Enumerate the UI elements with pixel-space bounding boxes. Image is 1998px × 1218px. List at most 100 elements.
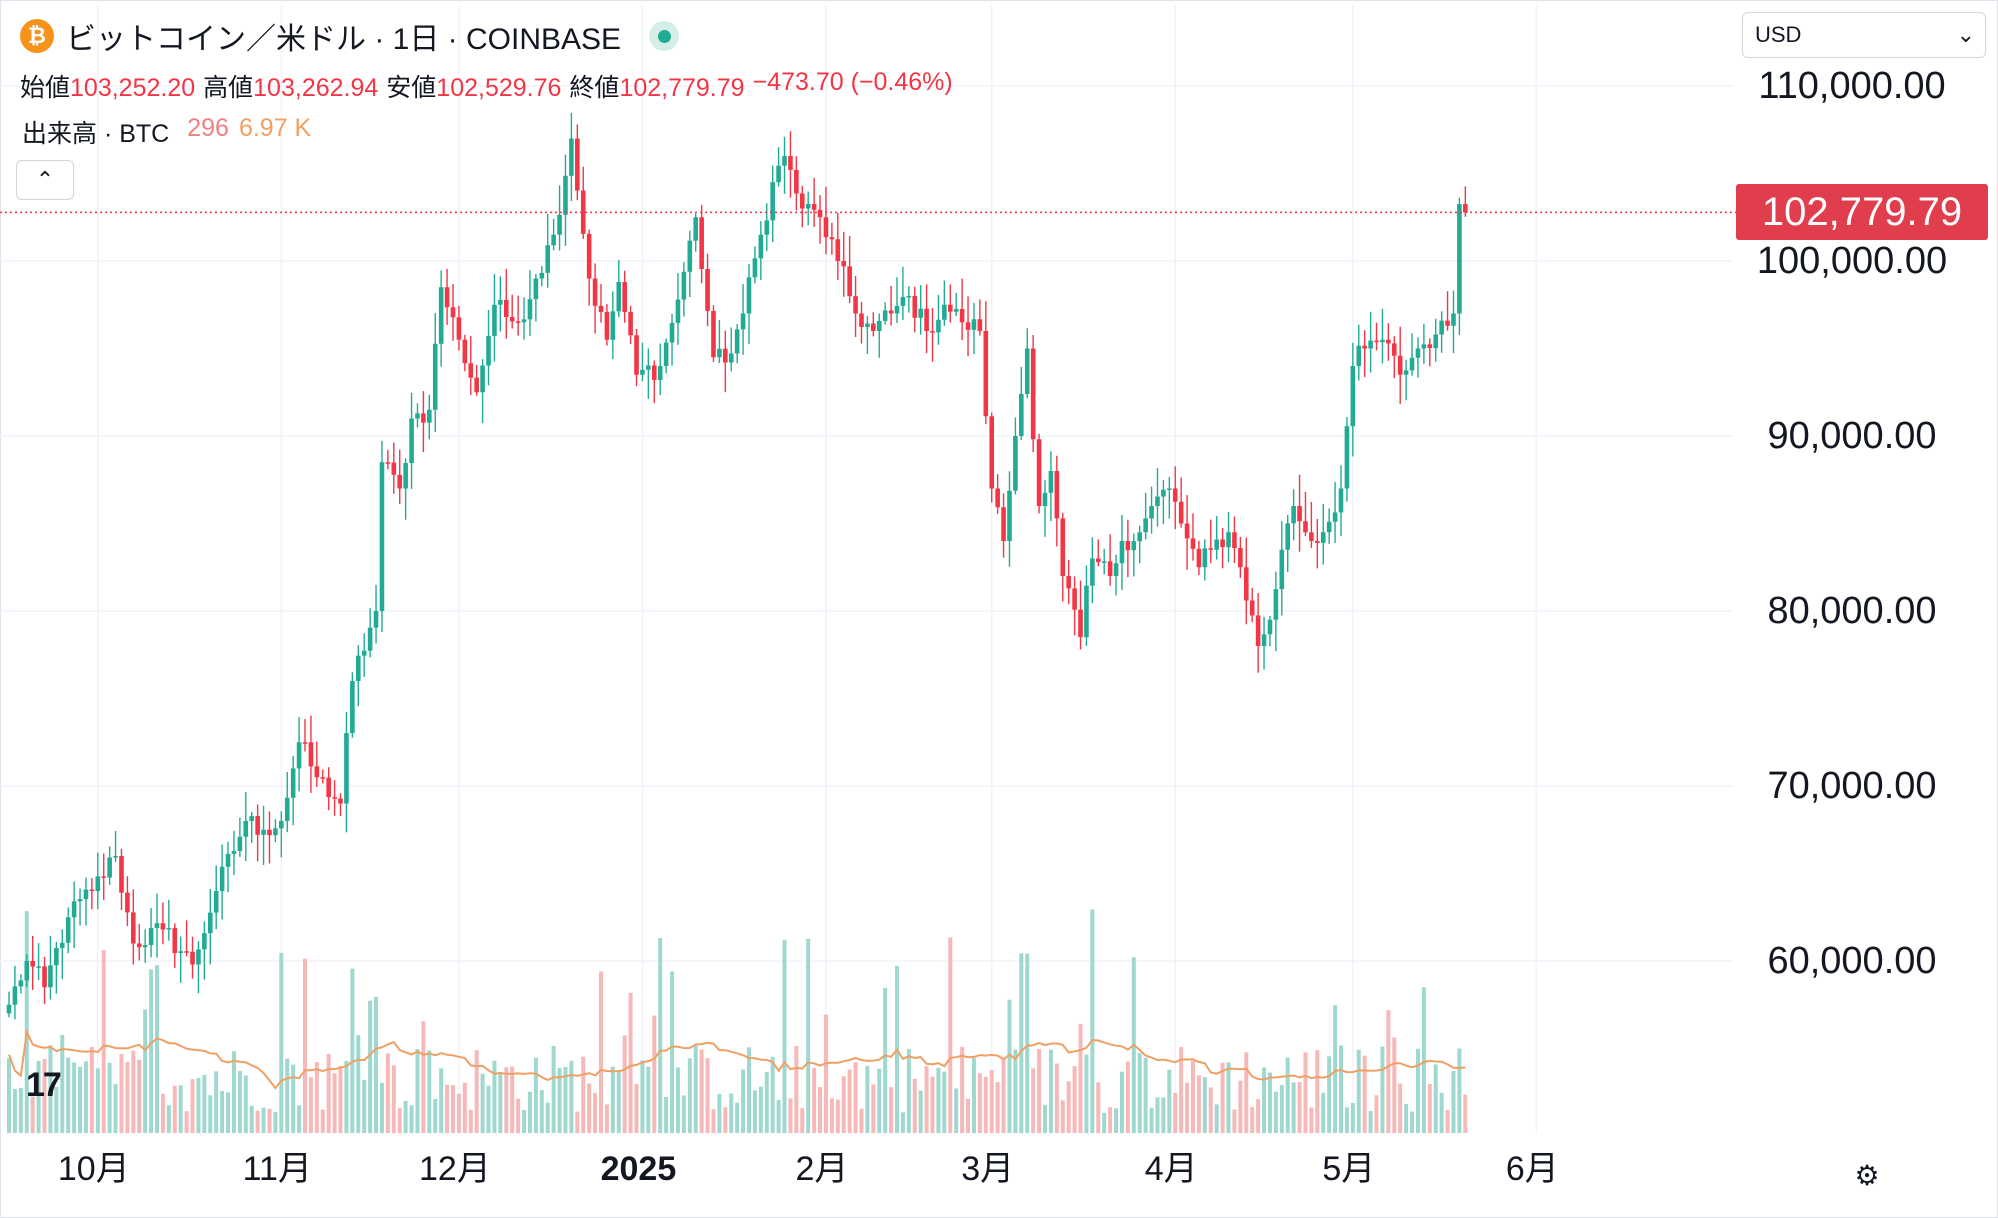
volume-bar <box>362 1079 367 1133</box>
volume-bar <box>865 1065 870 1133</box>
candle-body <box>1386 339 1391 344</box>
candle-body <box>1409 357 1415 371</box>
candle-body <box>1445 320 1450 326</box>
candle-body <box>290 768 296 798</box>
volume-bar <box>1007 999 1012 1133</box>
candle-body <box>616 282 622 312</box>
volume-bar <box>1048 1049 1053 1133</box>
candle-body <box>1137 532 1143 542</box>
volume-bar <box>89 1046 94 1133</box>
y-tick-label: 70,000.00 <box>1767 765 1936 807</box>
volume-bar <box>397 1108 402 1133</box>
volume-bar <box>1072 1066 1077 1133</box>
volume-bar <box>107 1062 112 1133</box>
volume-bar <box>1297 1082 1302 1133</box>
candle-body <box>853 296 858 314</box>
volume-bar <box>1084 1054 1089 1133</box>
volume-bar <box>877 1068 882 1133</box>
candle-body <box>136 943 142 948</box>
candle-body <box>267 829 272 836</box>
volume-bar <box>1392 1037 1397 1133</box>
volume-bar <box>1433 1064 1438 1133</box>
candle-body <box>1220 539 1225 548</box>
candle-body <box>1439 320 1444 335</box>
symbol-header[interactable]: ₿ ビットコイン／米ドル · 1日 · COINBASE <box>20 14 680 58</box>
volume-bar <box>699 1049 704 1133</box>
candle-body <box>338 798 343 804</box>
candle-body <box>740 313 746 330</box>
volume-bar <box>1362 1055 1367 1133</box>
candle-body <box>1433 334 1439 349</box>
volume-bar <box>806 938 811 1133</box>
volume-bar <box>841 1076 846 1133</box>
volume-bar <box>1238 1080 1243 1133</box>
volume-bar <box>1285 1057 1290 1133</box>
candle-body <box>1362 345 1367 349</box>
symbol-title[interactable]: ビットコイン／米ドル · 1日 · COINBASE <box>66 23 622 56</box>
candle-body <box>871 323 876 331</box>
candle-body <box>1167 488 1172 490</box>
volume-bar <box>912 1078 917 1133</box>
volume-bar <box>303 958 307 1133</box>
volume-bar <box>1102 1112 1107 1133</box>
candle-body <box>693 217 699 241</box>
candle-body <box>1326 521 1332 533</box>
candle-body <box>953 308 959 312</box>
volume-bar <box>1078 1023 1083 1133</box>
volume-bar <box>1208 1087 1213 1133</box>
candle-body <box>640 369 645 375</box>
volume-bar <box>1339 1045 1343 1133</box>
y-tick-label: 110,000.00 <box>1758 65 1945 107</box>
volume-bar <box>1191 1060 1195 1133</box>
volume-bar <box>1196 1075 1201 1133</box>
collapse-legend-button[interactable]: ⌃ <box>16 160 74 200</box>
candle-body <box>1066 576 1071 589</box>
candle-body <box>823 217 829 238</box>
candle-body <box>83 889 89 900</box>
candle-body <box>669 322 675 343</box>
candle-body <box>1024 348 1030 394</box>
candle-body <box>1273 589 1279 620</box>
candle-body <box>225 853 231 867</box>
candle-body <box>811 203 817 210</box>
candle-body <box>107 857 112 878</box>
volume-bar <box>593 1092 598 1133</box>
x-tick-label: 5月 <box>1322 1150 1375 1188</box>
currency-select[interactable]: USD ⌄ <box>1742 12 1986 58</box>
candle-body <box>332 797 337 799</box>
tradingview-logo[interactable]: 17 <box>26 1066 62 1104</box>
volume-bar <box>308 1077 313 1133</box>
candle-body <box>59 942 65 949</box>
volume-bar <box>125 1061 130 1133</box>
candle-body <box>379 462 385 611</box>
candle-body <box>202 933 207 950</box>
candle-body <box>1243 567 1249 601</box>
volume-bar <box>1025 953 1030 1133</box>
candle-body <box>1285 523 1291 550</box>
volume-bars <box>7 909 1468 1133</box>
volume-bar <box>1119 1071 1124 1133</box>
candle-body <box>1107 561 1113 576</box>
candle-body <box>509 317 515 322</box>
ohlc-item-2: 安値102,529.76 <box>386 68 561 104</box>
candle-body <box>1238 548 1243 568</box>
candle-body <box>622 282 627 312</box>
volume-bar <box>326 1054 331 1133</box>
volume-bar <box>60 1034 65 1133</box>
candle-body <box>770 182 775 221</box>
candle-body <box>947 304 953 312</box>
volume-bar <box>332 1073 337 1133</box>
candle-body <box>1344 426 1350 489</box>
volume-bar <box>1214 1104 1219 1133</box>
volume-bar <box>918 1090 923 1133</box>
volume-bar <box>1368 1110 1373 1133</box>
volume-bar <box>883 988 888 1133</box>
ohlc-value: 103,262.94 <box>253 74 379 102</box>
volume-bar <box>12 1089 17 1133</box>
volume-bar <box>551 1046 556 1133</box>
volume-bar <box>427 1050 432 1133</box>
settings-icon[interactable]: ⚙ <box>1854 1159 1880 1191</box>
candle-body <box>432 343 438 410</box>
candle-body <box>610 311 616 340</box>
